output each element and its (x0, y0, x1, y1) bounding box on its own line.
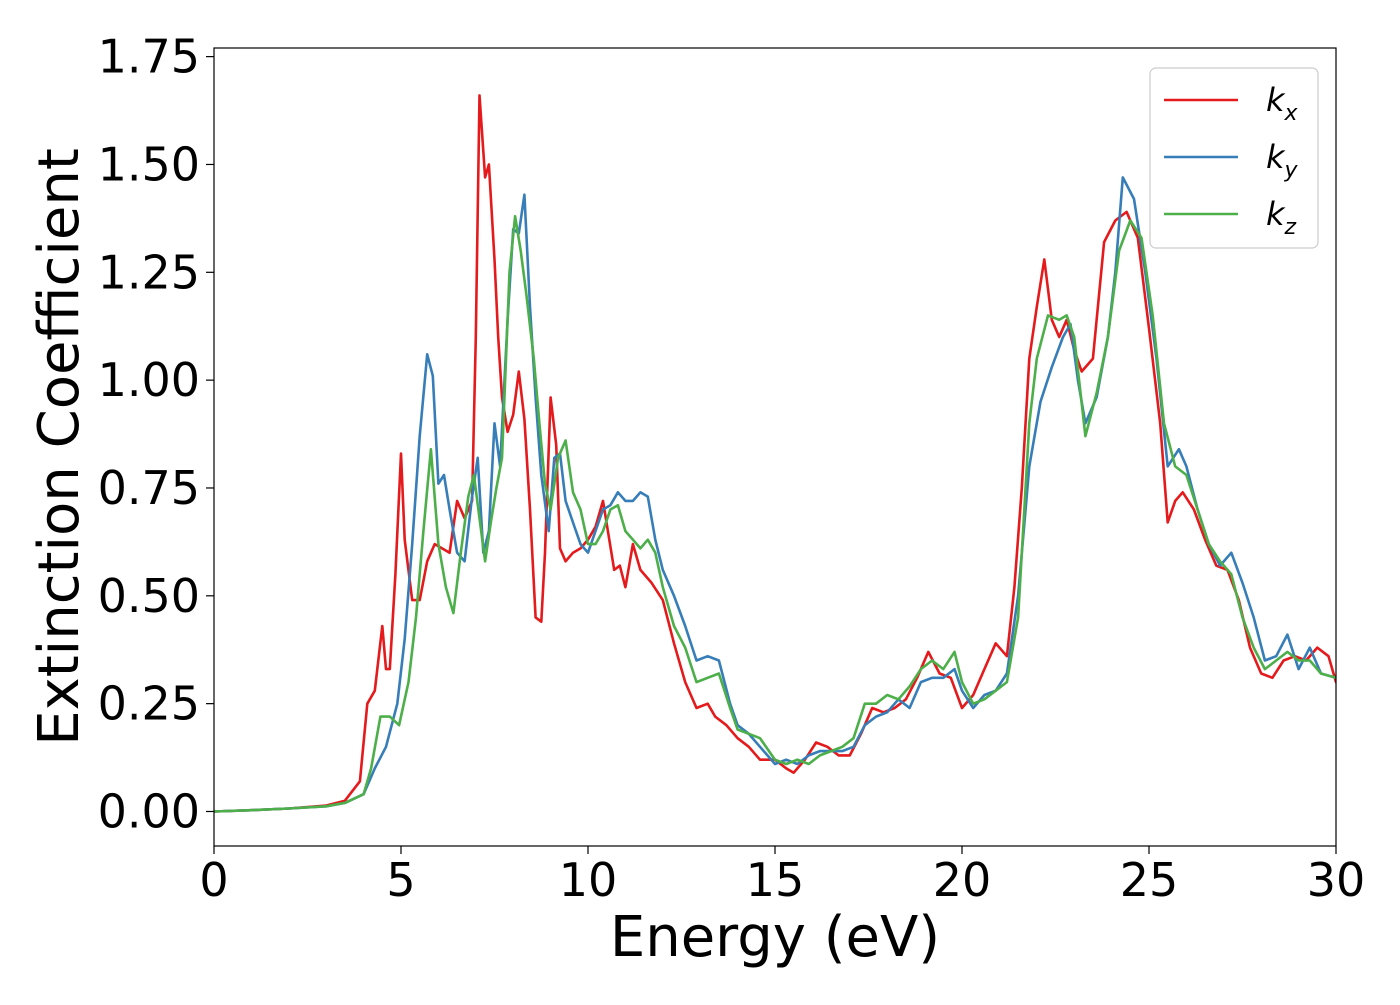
legend-label-z: kz (1266, 195, 1297, 240)
x-tick-label: 15 (746, 853, 805, 907)
y-axis-title: Extinction Coefficient (27, 148, 92, 746)
x-tick-label: 20 (933, 853, 992, 907)
y-tick-label: 0.75 (98, 461, 200, 515)
y-tick-label: 0.25 (98, 677, 200, 731)
legend-label-x: kx (1266, 81, 1299, 126)
x-tick-label: 30 (1307, 853, 1366, 907)
x-tick-label: 25 (1120, 853, 1179, 907)
y-tick-label: 1.50 (98, 137, 200, 191)
y-tick-label: 0.00 (98, 784, 200, 838)
y-tick-label: 1.00 (98, 353, 200, 407)
y-axis: 0.00 0.25 0.50 0.75 1.00 1.25 1.50 1.75 (98, 30, 214, 838)
y-tick-label: 1.75 (98, 30, 200, 84)
x-axis: 0 5 10 15 20 25 30 (199, 846, 1365, 907)
legend: kx ky kz (1149, 67, 1319, 249)
x-tick-label: 0 (199, 853, 228, 907)
series-line-x (214, 94, 1336, 813)
y-tick-label: 1.25 (98, 245, 200, 299)
series-line-y (214, 176, 1336, 813)
x-tick-label: 10 (559, 853, 618, 907)
x-axis-title: Energy (eV) (610, 905, 940, 970)
legend-label-y: ky (1266, 138, 1299, 183)
y-tick-label: 0.50 (98, 569, 200, 623)
x-tick-label: 5 (386, 853, 415, 907)
series-line-z (214, 214, 1336, 813)
series-layer (214, 94, 1336, 813)
